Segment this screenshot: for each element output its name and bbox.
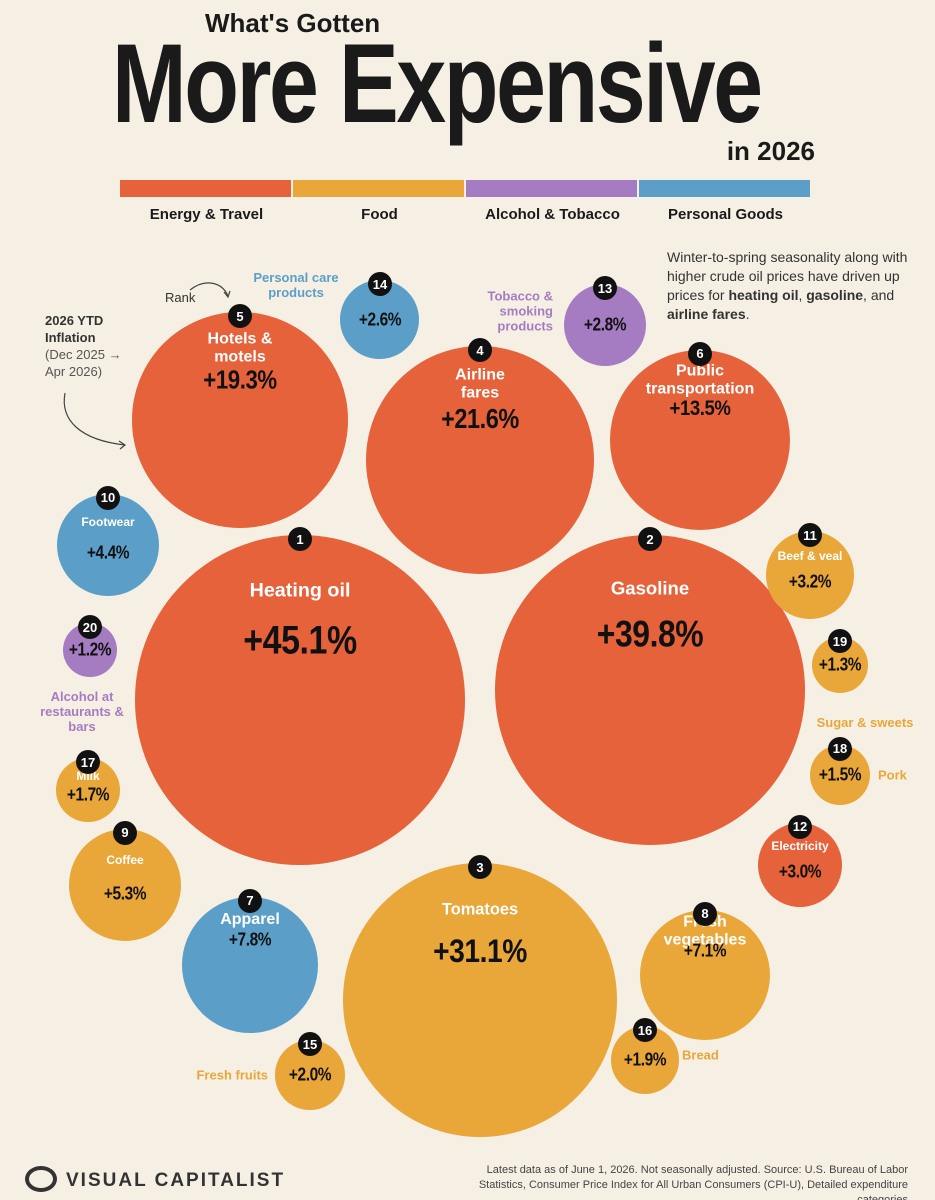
category-label: Pork <box>878 767 907 783</box>
category-label: Sugar & sweets <box>816 715 914 730</box>
note-text: Winter-to-spring seasonality along with … <box>667 249 908 303</box>
category-label: Bread <box>682 1047 719 1063</box>
value-label: +39.8% <box>596 612 704 655</box>
arrowhead <box>118 440 127 450</box>
value-label: +5.3% <box>103 883 147 904</box>
bubble <box>639 909 771 1041</box>
bubble <box>609 349 790 530</box>
value-label: +1.3% <box>818 654 862 675</box>
bubble <box>495 535 805 845</box>
legend-label: Alcohol & Tobacco <box>485 206 620 223</box>
note-text: heating oil <box>728 287 799 303</box>
legend-label: Energy & Travel <box>149 206 264 223</box>
legend-swatch <box>293 180 464 197</box>
bubble <box>135 535 465 865</box>
category-label: Beef & veal <box>777 548 843 563</box>
bubble <box>366 346 594 574</box>
category-label: Airline fares <box>455 366 505 402</box>
rank-annotation: Rank <box>165 290 196 305</box>
brand-logo <box>25 1166 57 1192</box>
rank-badge: 6 <box>688 341 712 366</box>
legend-swatch <box>466 180 637 197</box>
rank-badge: 11 <box>798 523 822 548</box>
category-label: Gasoline <box>610 577 690 599</box>
rank-badge: 1 <box>288 527 312 552</box>
bubble <box>68 828 182 942</box>
category-label: Heating oil <box>249 580 351 603</box>
rank-badge: 17 <box>76 750 100 775</box>
rank-badge: 19 <box>828 629 852 654</box>
rank-badge: 3 <box>468 855 492 880</box>
value-label: +3.2% <box>788 571 832 592</box>
rank-badge: 2 <box>638 527 662 552</box>
category-label: Hotels & motels <box>207 330 273 366</box>
value-label: +1.7% <box>66 784 110 805</box>
value-label: +1.9% <box>623 1049 667 1070</box>
bubble <box>132 312 348 528</box>
value-label: +3.0% <box>778 861 822 882</box>
category-label: Fresh fruits <box>196 1067 268 1083</box>
legend-label: Personal Goods <box>667 206 784 223</box>
category-label: Tomatoes <box>441 900 519 919</box>
category-label: Alcohol at restaurants & bars <box>40 689 124 734</box>
note-text: gasoline <box>806 287 864 303</box>
value-label: +19.3% <box>203 366 277 395</box>
value-label: +7.8% <box>228 929 272 950</box>
value-label: +7.1% <box>683 940 727 961</box>
legend-swatch <box>120 180 291 197</box>
legend-swatch <box>639 180 810 197</box>
note-text: , and <box>863 287 895 303</box>
arrowhead <box>223 290 231 299</box>
rank-badge: 8 <box>693 901 717 926</box>
value-label: +1.2% <box>68 639 112 660</box>
value-label: +13.5% <box>669 394 731 420</box>
rank-arrow <box>189 282 229 297</box>
rank-badge: 5 <box>228 304 252 329</box>
value-label: +2.0% <box>288 1064 332 1085</box>
category-label: Public transportation <box>645 362 755 398</box>
brand: VISUAL CAPITALIST <box>66 1170 286 1191</box>
value-label: +45.1% <box>243 618 357 663</box>
value-label: +1.5% <box>818 764 862 785</box>
value-label: +4.4% <box>86 542 130 563</box>
measure-annotation: 2026 YTD Inflation <box>45 313 104 345</box>
rank-badge: 15 <box>298 1032 322 1057</box>
rank-badge: 16 <box>633 1018 657 1043</box>
bubble <box>181 896 319 1034</box>
note-text: , <box>798 287 807 303</box>
value-label: +31.1% <box>433 931 527 969</box>
chart-title: More Expensive <box>112 21 763 146</box>
legend-label: Food <box>361 206 398 223</box>
rank-badge: 20 <box>78 615 102 640</box>
title-bottom: in 2026 <box>726 136 815 166</box>
note-text: . <box>745 306 750 322</box>
note: Winter-to-spring seasonality along with … <box>667 248 919 324</box>
title-top: What's Gotten <box>205 8 381 38</box>
rank-badge: 18 <box>828 736 852 761</box>
rank-badge: 10 <box>96 485 120 510</box>
category-label: Coffee <box>106 853 144 868</box>
rank-badge: 7 <box>238 888 262 913</box>
period-annotation: (Dec 2025 → Apr 2026) <box>45 347 122 379</box>
value-label: +2.6% <box>358 309 402 330</box>
category-label: Tobacco & smoking products <box>487 288 554 334</box>
category-label: Personal care products <box>253 270 339 300</box>
inflation-arrow <box>63 392 126 446</box>
rank-badge: 13 <box>593 276 617 300</box>
rank-badge: 12 <box>788 814 812 839</box>
source: Latest data as of June 1, 2026. Not seas… <box>478 1164 908 1200</box>
category-label: Footwear <box>81 515 135 530</box>
value-label: +2.8% <box>583 314 627 335</box>
bubble <box>56 493 160 597</box>
rank-badge: 9 <box>113 820 137 845</box>
rank-badge: 4 <box>468 338 492 363</box>
value-label: +21.6% <box>441 403 519 434</box>
rank-badge: 14 <box>368 272 392 297</box>
note-text: airline fares <box>667 306 746 322</box>
category-label: Electricity <box>771 839 829 854</box>
category-label: Apparel <box>220 910 280 928</box>
bubble <box>343 863 617 1137</box>
